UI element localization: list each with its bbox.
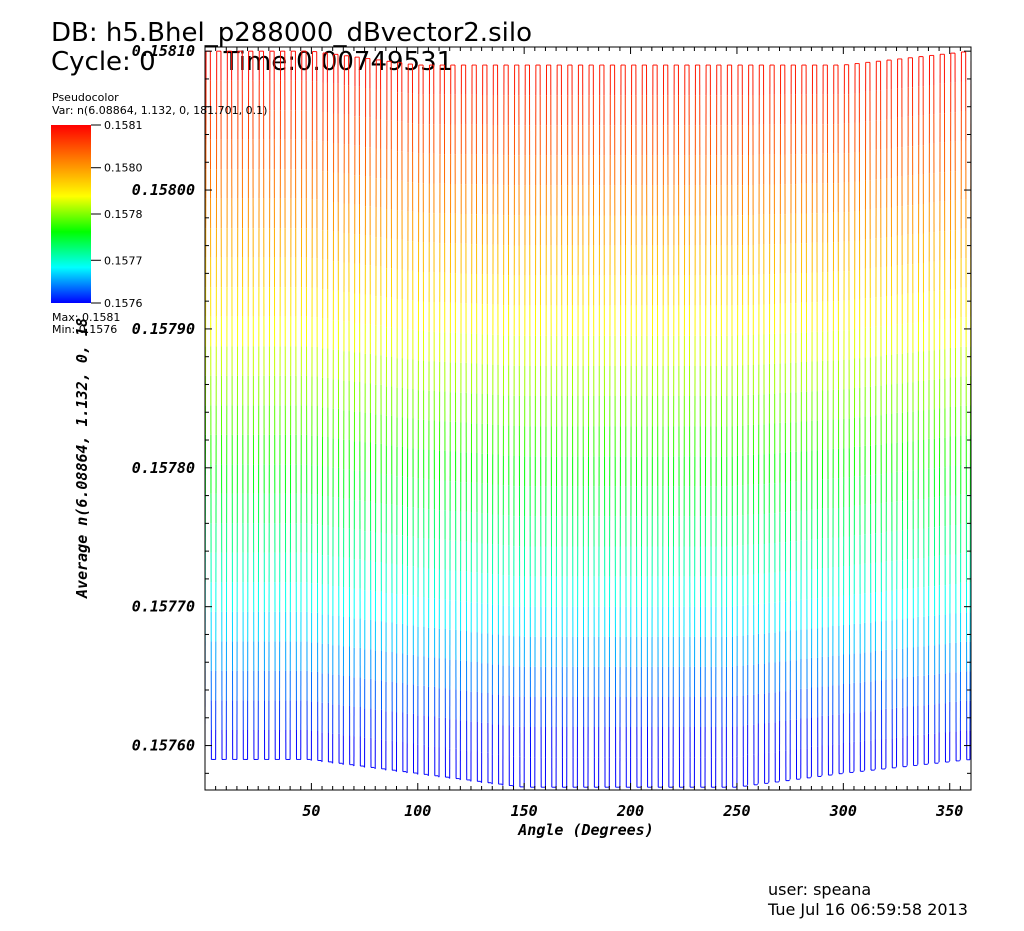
database-label: DB: h5.Bhel_p288000_dBvector2.silo bbox=[51, 18, 532, 48]
cycle-label: Cycle: 0 bbox=[51, 47, 156, 77]
data-trace bbox=[205, 50, 971, 788]
